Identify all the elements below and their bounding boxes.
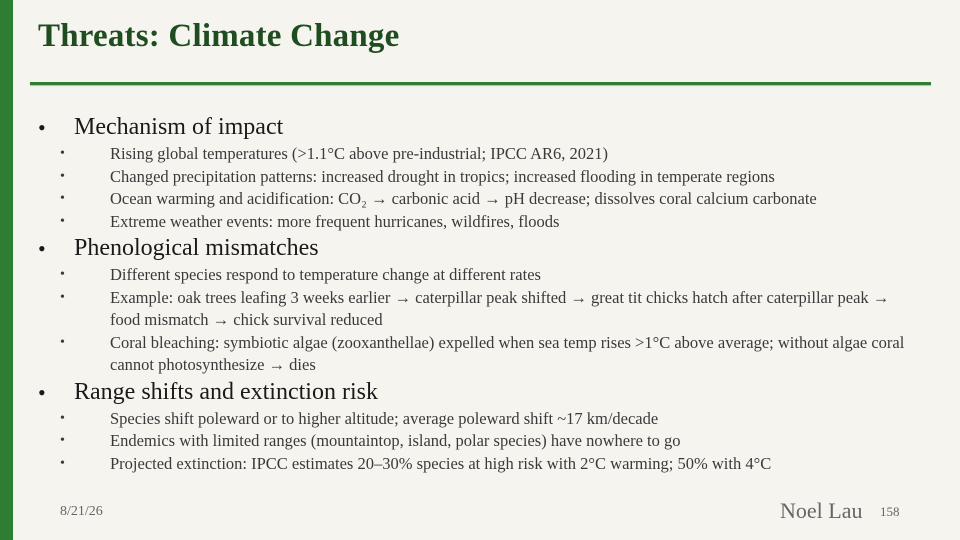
bullet-item: • Coral bleaching: symbiotic algae (zoox… [38, 332, 918, 377]
accent-sidebar-bar [0, 0, 13, 540]
slide-body: • Mechanism of impact • Rising global te… [38, 112, 918, 475]
bullet-item: • Species shift poleward or to higher al… [38, 408, 918, 431]
bullet-icon: • [60, 455, 65, 471]
bullet-icon: • [60, 289, 65, 305]
bullet-item: • Extreme weather events: more frequent … [38, 211, 918, 234]
bullet-item: • Changed precipitation patterns: increa… [38, 166, 918, 189]
bullet-icon: • [38, 236, 46, 261]
bullet-icon: • [60, 433, 65, 448]
bullet-icon: • [60, 410, 65, 426]
bullet-icon: • [60, 334, 65, 350]
bullet-item-text: Endemics with limited ranges (mountainto… [110, 431, 681, 450]
bullet-item-text: Species shift poleward or to higher alti… [110, 408, 659, 428]
section-heading-text: Mechanism of impact [74, 114, 284, 140]
section-heading: • Range shifts and extinction risk [38, 377, 918, 408]
bullet-item-text: Rising global temperatures (>1.1°C above… [110, 144, 609, 163]
footer-author: Noel Lau [780, 498, 863, 523]
bullet-item-text: Extreme weather events: more frequent hu… [110, 211, 560, 231]
page-number: 158 [880, 504, 900, 519]
section-heading-text: Range shifts and extinction risk [74, 378, 378, 405]
bullet-icon: • [38, 115, 46, 140]
bullet-item-text: Changed precipitation patterns: increase… [110, 166, 775, 186]
bullet-icon: • [60, 267, 65, 282]
bullet-item: • Example: oak trees leafing 3 weeks ear… [38, 287, 918, 332]
bullet-item: • Different species respond to temperatu… [38, 264, 918, 287]
bullet-item: • Ocean warming and acidification: CO₂ →… [38, 188, 918, 211]
slide-title: Threats: Climate Change [38, 18, 400, 54]
bullet-icon: • [60, 168, 65, 184]
bullet-item: • Rising global temperatures (>1.1°C abo… [38, 143, 918, 166]
bullet-icon: • [60, 146, 65, 161]
section-heading: • Phenological mismatches [38, 233, 918, 264]
section-heading-text: Phenological mismatches [74, 235, 319, 261]
bullet-icon: • [60, 191, 65, 206]
bullet-item-text: Different species respond to temperature… [110, 265, 541, 284]
bullet-item-text: Projected extinction: IPCC estimates 20–… [110, 453, 772, 473]
bullet-item-text: Coral bleaching: symbiotic algae (zooxan… [110, 332, 905, 375]
title-divider [30, 82, 931, 85]
bullet-icon: • [60, 213, 65, 229]
bullet-item: • Endemics with limited ranges (mountain… [38, 430, 918, 453]
bullet-item-text: Ocean warming and acidification: CO₂ → c… [110, 189, 817, 208]
bullet-item-text: Example: oak trees leafing 3 weeks earli… [110, 287, 890, 330]
bullet-item: • Projected extinction: IPCC estimates 2… [38, 453, 918, 476]
section-heading: • Mechanism of impact [38, 112, 918, 143]
footer-date: 8/21/26 [60, 504, 103, 519]
bullet-icon: • [38, 379, 46, 405]
